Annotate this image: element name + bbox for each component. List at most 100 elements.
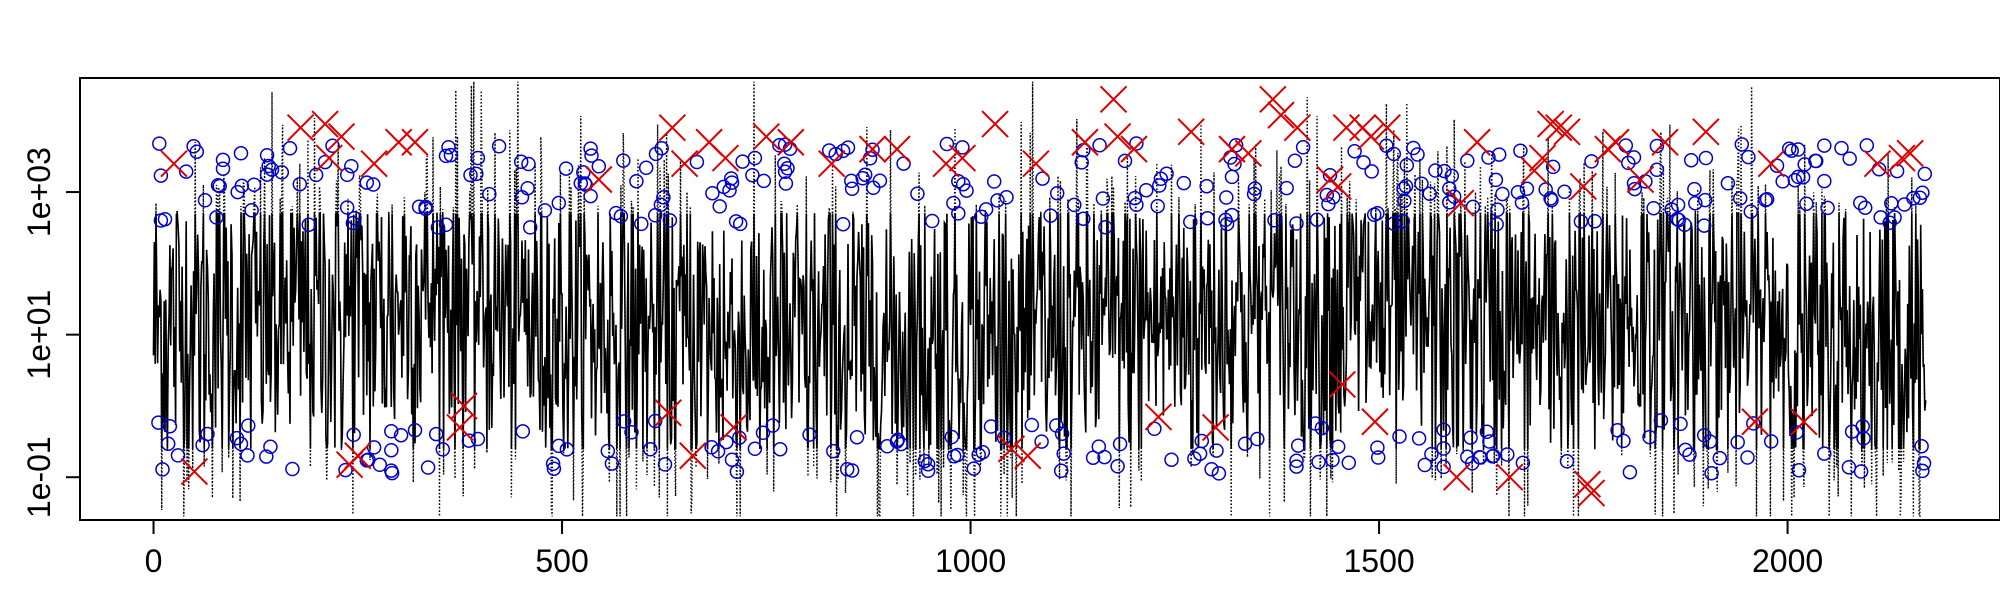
blue-circle-point <box>857 167 873 182</box>
x-tick-label: 1000 <box>935 543 1006 579</box>
blue-circle-point <box>1758 192 1773 208</box>
blue-circle-point <box>732 216 748 232</box>
blue-circle-point <box>215 161 231 176</box>
blue-circle-point <box>966 461 982 476</box>
blue-circle-point <box>1473 450 1488 465</box>
red-cross-point <box>1218 135 1246 163</box>
blue-circle-point <box>1784 143 1799 158</box>
red-cross-point <box>1741 408 1769 436</box>
blue-circle-point <box>515 424 531 439</box>
blue-circle-point <box>1670 211 1685 227</box>
blue-circle-point <box>274 165 290 180</box>
blue-circle-point <box>1417 457 1433 473</box>
blue-circle-point <box>1787 172 1803 188</box>
blue-circle-point <box>657 457 673 472</box>
blue-circle-point <box>1587 213 1603 229</box>
blue-circle-point <box>777 137 793 152</box>
blue-circle-point <box>662 213 678 228</box>
red-cross-point <box>679 442 707 470</box>
blue-circle-point <box>855 171 870 186</box>
blue-circle-point <box>1790 169 1806 185</box>
blue-circle-point <box>920 463 936 479</box>
blue-circle-point <box>772 441 788 457</box>
blue-circle-point <box>1164 452 1179 467</box>
blue-circle-point <box>470 150 486 166</box>
blue-circle-point <box>1746 416 1761 431</box>
blue-circle-point <box>1319 187 1335 203</box>
blue-circle-point <box>1610 423 1625 438</box>
blue-circle-point <box>1211 466 1227 481</box>
blue-circle-point <box>1653 413 1669 428</box>
blue-circle-point <box>155 462 170 477</box>
red-cross-point <box>932 149 960 178</box>
blue-circle-point <box>1095 191 1111 206</box>
blue-circle-point <box>1436 422 1451 438</box>
blue-circle-point <box>215 152 231 168</box>
blue-circle-point <box>292 176 308 192</box>
red-cross-point <box>1528 144 1557 172</box>
blue-circle-point <box>1176 175 1192 191</box>
blue-circle-point <box>195 437 210 453</box>
blue-circle-point <box>1479 424 1495 440</box>
blue-circle-point <box>438 148 454 164</box>
blue-circle-point <box>443 147 459 163</box>
blue-circle-point <box>1817 138 1832 153</box>
blue-circle-point <box>1817 446 1832 461</box>
y-tick-label: 1e-01 <box>21 436 57 518</box>
blue-circle-point <box>1054 426 1070 441</box>
blue-circle-point <box>917 453 933 469</box>
blue-circle-point <box>1853 195 1868 211</box>
blue-circle-point <box>1917 166 1933 182</box>
blue-circle-point <box>1873 210 1888 225</box>
red-cross-point <box>858 135 887 163</box>
blue-circle-point <box>1043 208 1058 223</box>
blue-circle-point <box>955 176 971 192</box>
blue-circle-point <box>1887 210 1902 225</box>
blue-circle-point <box>729 464 745 480</box>
blue-circle-point <box>359 453 375 468</box>
blue-circle-point <box>971 447 986 462</box>
blue-circle-point <box>1734 137 1750 152</box>
red-cross-point <box>1014 442 1042 470</box>
blue-circle-point <box>1486 448 1501 464</box>
blue-circle-point <box>372 457 388 473</box>
blue-circle-point <box>1414 176 1429 191</box>
blue-circle-point <box>1194 433 1210 449</box>
blue-circle-point <box>1267 213 1282 228</box>
blue-circle-point <box>1398 178 1414 194</box>
blue-circle-point <box>1712 450 1728 466</box>
x-tick-label: 1500 <box>1343 543 1414 579</box>
blue-circle-point <box>1627 181 1643 197</box>
blue-circle-point <box>1820 200 1835 216</box>
blue-circle-point <box>1557 184 1572 200</box>
blue-circle-point <box>1092 138 1107 153</box>
blue-circle-point <box>1646 200 1661 216</box>
blue-circle-point <box>1488 172 1504 188</box>
red-cross-point <box>450 392 478 420</box>
blue-circle-point <box>1696 218 1712 233</box>
blue-circle-point <box>339 200 355 215</box>
red-cross-point <box>1863 149 1892 178</box>
x-tick-label: 0 <box>145 543 163 579</box>
blue-circle-point <box>955 140 970 155</box>
x-tick-label: 2000 <box>1752 543 1823 579</box>
blue-circle-point <box>1914 438 1929 454</box>
blue-circle-point <box>1704 465 1719 481</box>
blue-circle-point <box>153 213 169 228</box>
blue-circle-point <box>600 443 616 459</box>
red-cross-point <box>1442 463 1471 491</box>
blue-circle-point <box>347 210 362 226</box>
blue-circle-point <box>513 154 529 170</box>
blue-circle-point <box>1442 195 1457 210</box>
red-cross-point <box>719 413 748 442</box>
blue-circle-point <box>1386 216 1402 231</box>
blue-circle-point <box>924 213 940 229</box>
blue-circle-point <box>983 419 999 434</box>
blue-circle-point <box>1247 181 1263 196</box>
blue-circle-point <box>1857 200 1873 215</box>
blue-circle-point <box>689 154 705 170</box>
blue-circle-point <box>1834 140 1849 156</box>
blue-circle-point <box>1097 449 1112 465</box>
blue-circle-point <box>584 148 599 163</box>
red-cross-point <box>1332 113 1361 142</box>
